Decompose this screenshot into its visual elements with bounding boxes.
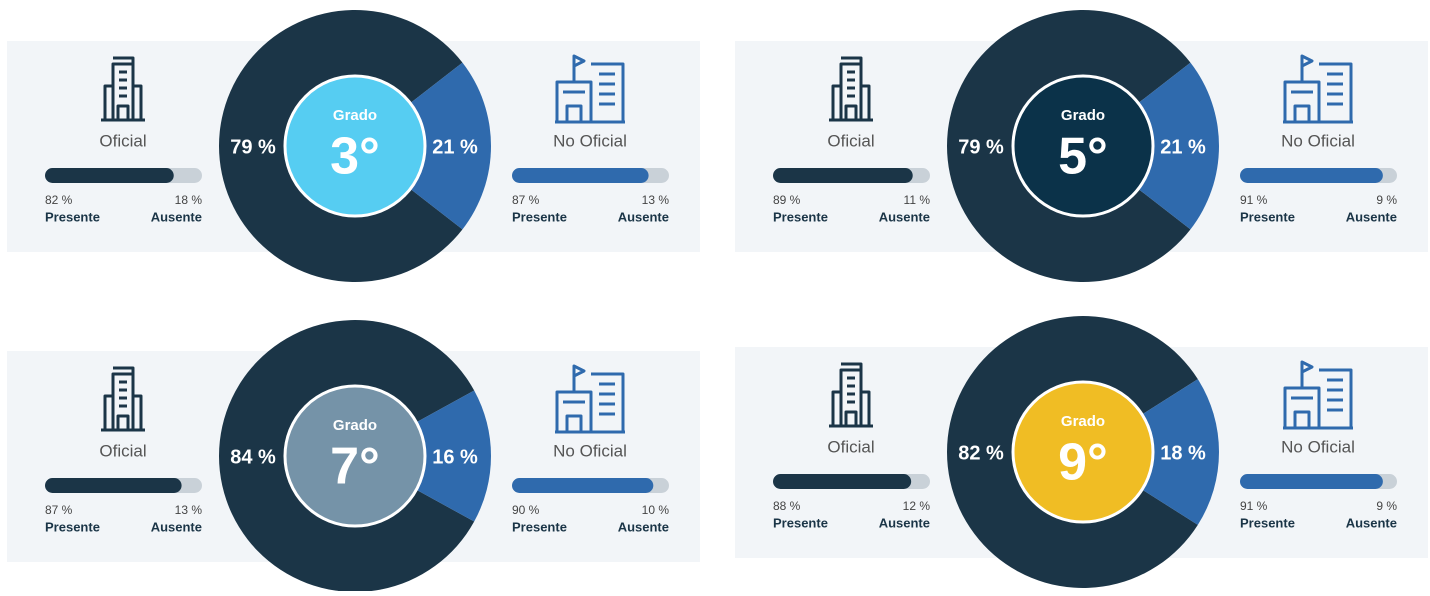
center-title: Grado	[333, 417, 377, 434]
absent-label: Ausente	[1346, 515, 1397, 530]
center-label: 3°	[330, 128, 380, 186]
icon-shape	[829, 56, 873, 122]
value-label: 82 %	[958, 442, 1004, 464]
absent-label: Ausente	[879, 515, 930, 530]
absent-value: 11 %	[904, 193, 931, 207]
value-label: 21 %	[432, 136, 478, 158]
category-label: Oficial	[99, 441, 146, 460]
absent-value: 18 %	[175, 193, 203, 207]
category-label: No Oficial	[553, 441, 627, 460]
present-label: Presente	[773, 209, 828, 224]
present-value: 87 %	[45, 503, 73, 517]
present-label: Presente	[45, 209, 100, 224]
icon-shape	[829, 362, 873, 428]
icon-no-oficial	[1283, 54, 1353, 124]
present-value: 87 %	[512, 193, 540, 207]
bar-present	[1240, 168, 1383, 183]
bar-present	[512, 168, 649, 183]
center-label: 7°	[330, 438, 380, 496]
category-label: No Oficial	[1281, 131, 1355, 150]
category-label: Oficial	[827, 131, 874, 150]
present-value: 89 %	[773, 193, 801, 207]
icon-no-oficial	[555, 54, 625, 124]
center-title: Grado	[1061, 107, 1105, 124]
present-value: 91 %	[1240, 193, 1268, 207]
category-label: No Oficial	[553, 131, 627, 150]
center-title: Grado	[1061, 413, 1105, 430]
present-label: Presente	[512, 209, 567, 224]
center-label: 5°	[1058, 128, 1108, 186]
bar-present	[773, 168, 913, 183]
present-value: 88 %	[773, 499, 801, 513]
category-label: Oficial	[827, 437, 874, 456]
center-circle	[283, 74, 427, 218]
icon-no-oficial	[1283, 360, 1353, 430]
center-circle	[1011, 74, 1155, 218]
value-label: 79 %	[230, 136, 276, 158]
bar-present	[45, 168, 174, 183]
absent-value: 9 %	[1376, 193, 1397, 207]
value-label: 18 %	[1160, 442, 1206, 464]
present-label: Presente	[1240, 515, 1295, 530]
absent-value: 10 %	[642, 503, 670, 517]
value-label: 16 %	[432, 446, 478, 468]
bar-present	[1240, 474, 1383, 489]
center-circle	[283, 384, 427, 528]
icon-oficial	[101, 56, 145, 122]
absent-value: 13 %	[175, 503, 203, 517]
present-label: Presente	[512, 519, 567, 534]
icon-shape	[101, 366, 145, 432]
present-label: Presente	[773, 515, 828, 530]
category-label: Oficial	[99, 131, 146, 150]
center-title: Grado	[333, 107, 377, 124]
present-value: 91 %	[1240, 499, 1268, 513]
bar-present	[45, 478, 182, 493]
icon-oficial	[829, 56, 873, 122]
absent-label: Ausente	[151, 519, 202, 534]
bar-present	[512, 478, 654, 493]
icon-shape	[1283, 360, 1353, 430]
icon-shape	[101, 56, 145, 122]
absent-label: Ausente	[618, 209, 669, 224]
icon-shape	[555, 364, 625, 434]
present-value: 90 %	[512, 503, 540, 517]
category-label: No Oficial	[1281, 437, 1355, 456]
absent-label: Ausente	[879, 209, 930, 224]
center-label: 9°	[1058, 434, 1108, 492]
center-circle	[1011, 380, 1155, 524]
value-label: 84 %	[230, 446, 276, 468]
present-label: Presente	[1240, 209, 1295, 224]
value-label: 79 %	[958, 136, 1004, 158]
absent-value: 12 %	[903, 499, 931, 513]
icon-shape	[555, 54, 625, 124]
present-value: 82 %	[45, 193, 73, 207]
absent-value: 9 %	[1376, 499, 1397, 513]
absent-label: Ausente	[618, 519, 669, 534]
icon-shape	[1283, 54, 1353, 124]
value-label: 21 %	[1160, 136, 1206, 158]
absent-label: Ausente	[1346, 209, 1397, 224]
icon-no-oficial	[555, 364, 625, 434]
bar-present	[773, 474, 912, 489]
icon-oficial	[829, 362, 873, 428]
present-label: Presente	[45, 519, 100, 534]
absent-value: 13 %	[642, 193, 670, 207]
absent-label: Ausente	[151, 209, 202, 224]
icon-oficial	[101, 366, 145, 432]
